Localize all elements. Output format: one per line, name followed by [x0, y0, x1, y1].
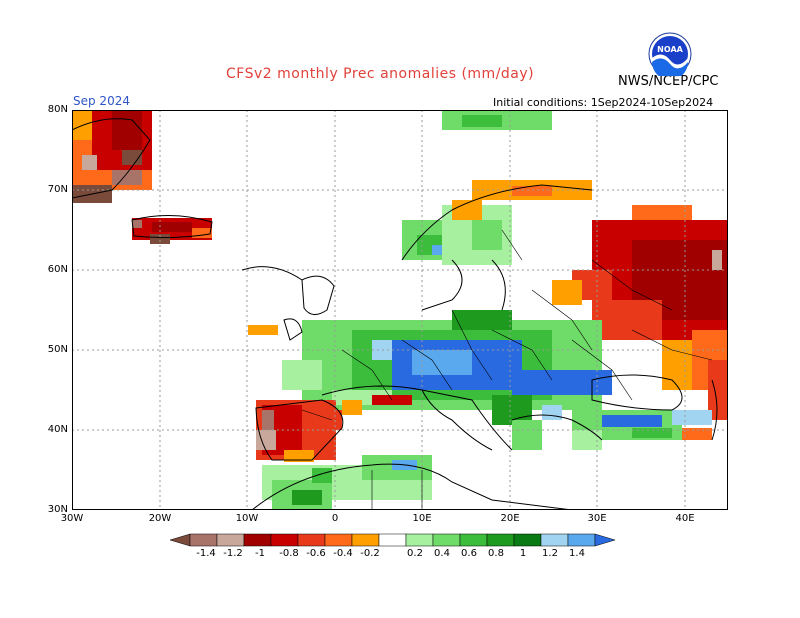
colorbar-label: -1.2	[223, 548, 243, 559]
country-borders	[301, 229, 713, 510]
colorbar-swatch	[189, 533, 218, 547]
colorbar-swatch	[567, 533, 596, 547]
colorbar-label: 0.6	[461, 548, 477, 559]
colorbar-label: 0.4	[434, 548, 450, 559]
map-graticule	[72, 110, 728, 510]
colorbar-label: 1.4	[569, 548, 585, 559]
lon-label: 40E	[675, 513, 695, 524]
colorbar-label: -0.8	[279, 548, 299, 559]
lat-label: 70N	[47, 184, 68, 195]
colorbar-label: 1.2	[542, 548, 558, 559]
colorbar-label: -1	[255, 548, 265, 559]
lon-label: 20E	[500, 513, 520, 524]
colorbar-label: -1.4	[196, 548, 216, 559]
agency-label: NWS/NCEP/CPC	[618, 74, 719, 89]
colorbar-label: -0.2	[360, 548, 380, 559]
balkans-turkey-anomaly	[512, 410, 712, 450]
colorbar-swatch	[432, 533, 461, 547]
lat-label: 50N	[47, 344, 68, 355]
colorbar-swatch	[243, 533, 272, 547]
lat-label: 30N	[47, 504, 68, 515]
colorbar-swatch	[459, 533, 488, 547]
lon-label: 30W	[60, 513, 84, 524]
lat-label: 80N	[47, 104, 68, 115]
colorbar-swatch	[324, 533, 353, 547]
russia-anomaly	[552, 220, 728, 420]
colorbar-swatch	[405, 533, 434, 547]
initial-conditions: Initial conditions: 1Sep2024-10Sep2024	[493, 96, 714, 109]
colorbar-label: 0.8	[488, 548, 504, 559]
iceland-anomaly	[132, 218, 212, 244]
colorbar-swatch	[351, 533, 380, 547]
colorbar-arrow-high	[594, 533, 616, 547]
central-europe-anomaly	[282, 310, 612, 425]
lon-label: 0	[331, 513, 339, 524]
scandinavia-anomaly	[402, 110, 692, 265]
noaa-logo: NOAA	[648, 32, 692, 76]
lon-label: 20W	[148, 513, 172, 524]
colorbar-swatch	[513, 533, 542, 547]
colorbar-swatch	[486, 533, 515, 547]
svg-text:NOAA: NOAA	[657, 45, 683, 54]
map-title: CFSv2 monthly Prec anomalies (mm/day)	[226, 66, 535, 82]
lat-label: 60N	[47, 264, 68, 275]
lon-label: 10W	[235, 513, 259, 524]
lon-label: 30E	[587, 513, 607, 524]
colorbar-swatch	[270, 533, 299, 547]
colorbar-label: 1	[519, 548, 527, 559]
coastlines	[72, 118, 718, 510]
colorbar-swatch	[540, 533, 569, 547]
colorbar-swatch	[216, 533, 245, 547]
colorbar-label: -0.4	[333, 548, 353, 559]
precip-anomaly-map	[72, 110, 728, 510]
colorbar-swatch	[378, 533, 407, 547]
greenland-anomaly	[72, 110, 152, 203]
colorbar-label: -0.6	[306, 548, 326, 559]
colorbar	[170, 533, 616, 547]
north-africa-anomaly	[262, 455, 432, 510]
forecast-month: Sep 2024	[73, 94, 130, 108]
colorbar-label: 0.2	[407, 548, 423, 559]
lat-label: 40N	[47, 424, 68, 435]
colorbar-arrow-low	[170, 533, 191, 547]
lon-label: 10E	[412, 513, 432, 524]
colorbar-swatch	[297, 533, 326, 547]
